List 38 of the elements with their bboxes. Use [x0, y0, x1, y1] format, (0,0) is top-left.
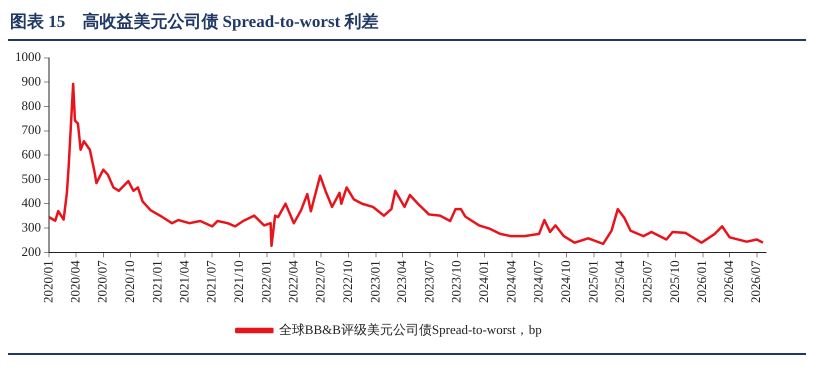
- x-tick-label: 2024/07: [530, 260, 546, 304]
- chart-title: 图表 15 高收益美元公司债 Spread-to-worst 利差: [8, 8, 806, 41]
- x-tick-label: 2025/07: [639, 260, 654, 304]
- x-tick-label: 2022/01: [258, 260, 274, 304]
- x-tick-label: 2023/07: [421, 260, 436, 304]
- y-tick-label: 200: [22, 244, 41, 259]
- x-tick-label: 2022/10: [340, 260, 355, 304]
- y-tick-label: 300: [22, 219, 41, 234]
- x-tick-label: 2020/10: [122, 260, 138, 304]
- y-tick-label: 400: [22, 195, 41, 210]
- x-tick-label: 2024/01: [476, 260, 492, 304]
- y-tick-label: 600: [22, 146, 41, 162]
- x-tick-label: 2020/01: [40, 260, 56, 304]
- y-tick-label: 800: [22, 98, 41, 113]
- x-tick-label: 2024/10: [558, 260, 573, 304]
- x-tick-label: 2022/04: [285, 260, 300, 304]
- x-tick-label: 2023/04: [394, 260, 410, 304]
- y-tick-label: 1000: [15, 49, 41, 64]
- x-tick-label: 2026/04: [721, 260, 736, 304]
- x-tick-label: 2025/01: [585, 260, 600, 304]
- x-tick-label: 2026/01: [694, 260, 710, 304]
- x-tick-label: 2022/07: [312, 260, 328, 304]
- x-tick-label: 2021/07: [204, 260, 219, 304]
- x-tick-label: 2020/04: [68, 260, 83, 304]
- legend-label: 全球BB&B评级美元公司债Spread-to-worst，bp: [278, 322, 542, 337]
- x-tick-label: 2023/10: [448, 260, 464, 304]
- x-tick-label: 2020/07: [94, 260, 110, 304]
- x-tick-label: 2025/10: [666, 260, 682, 304]
- y-tick-label: 700: [22, 122, 41, 138]
- x-tick-label: 2023/01: [367, 260, 382, 304]
- x-tick-label: 2021/10: [231, 260, 246, 304]
- x-tick-label: 2021/04: [176, 260, 192, 304]
- x-tick-label: 2025/04: [612, 260, 628, 304]
- x-tick-label: 2026/07: [748, 260, 764, 304]
- y-tick-label: 900: [22, 74, 41, 89]
- x-tick-label: 2024/04: [503, 260, 518, 304]
- x-tick-label: 2021/01: [150, 260, 165, 304]
- y-tick-label: 500: [22, 170, 41, 186]
